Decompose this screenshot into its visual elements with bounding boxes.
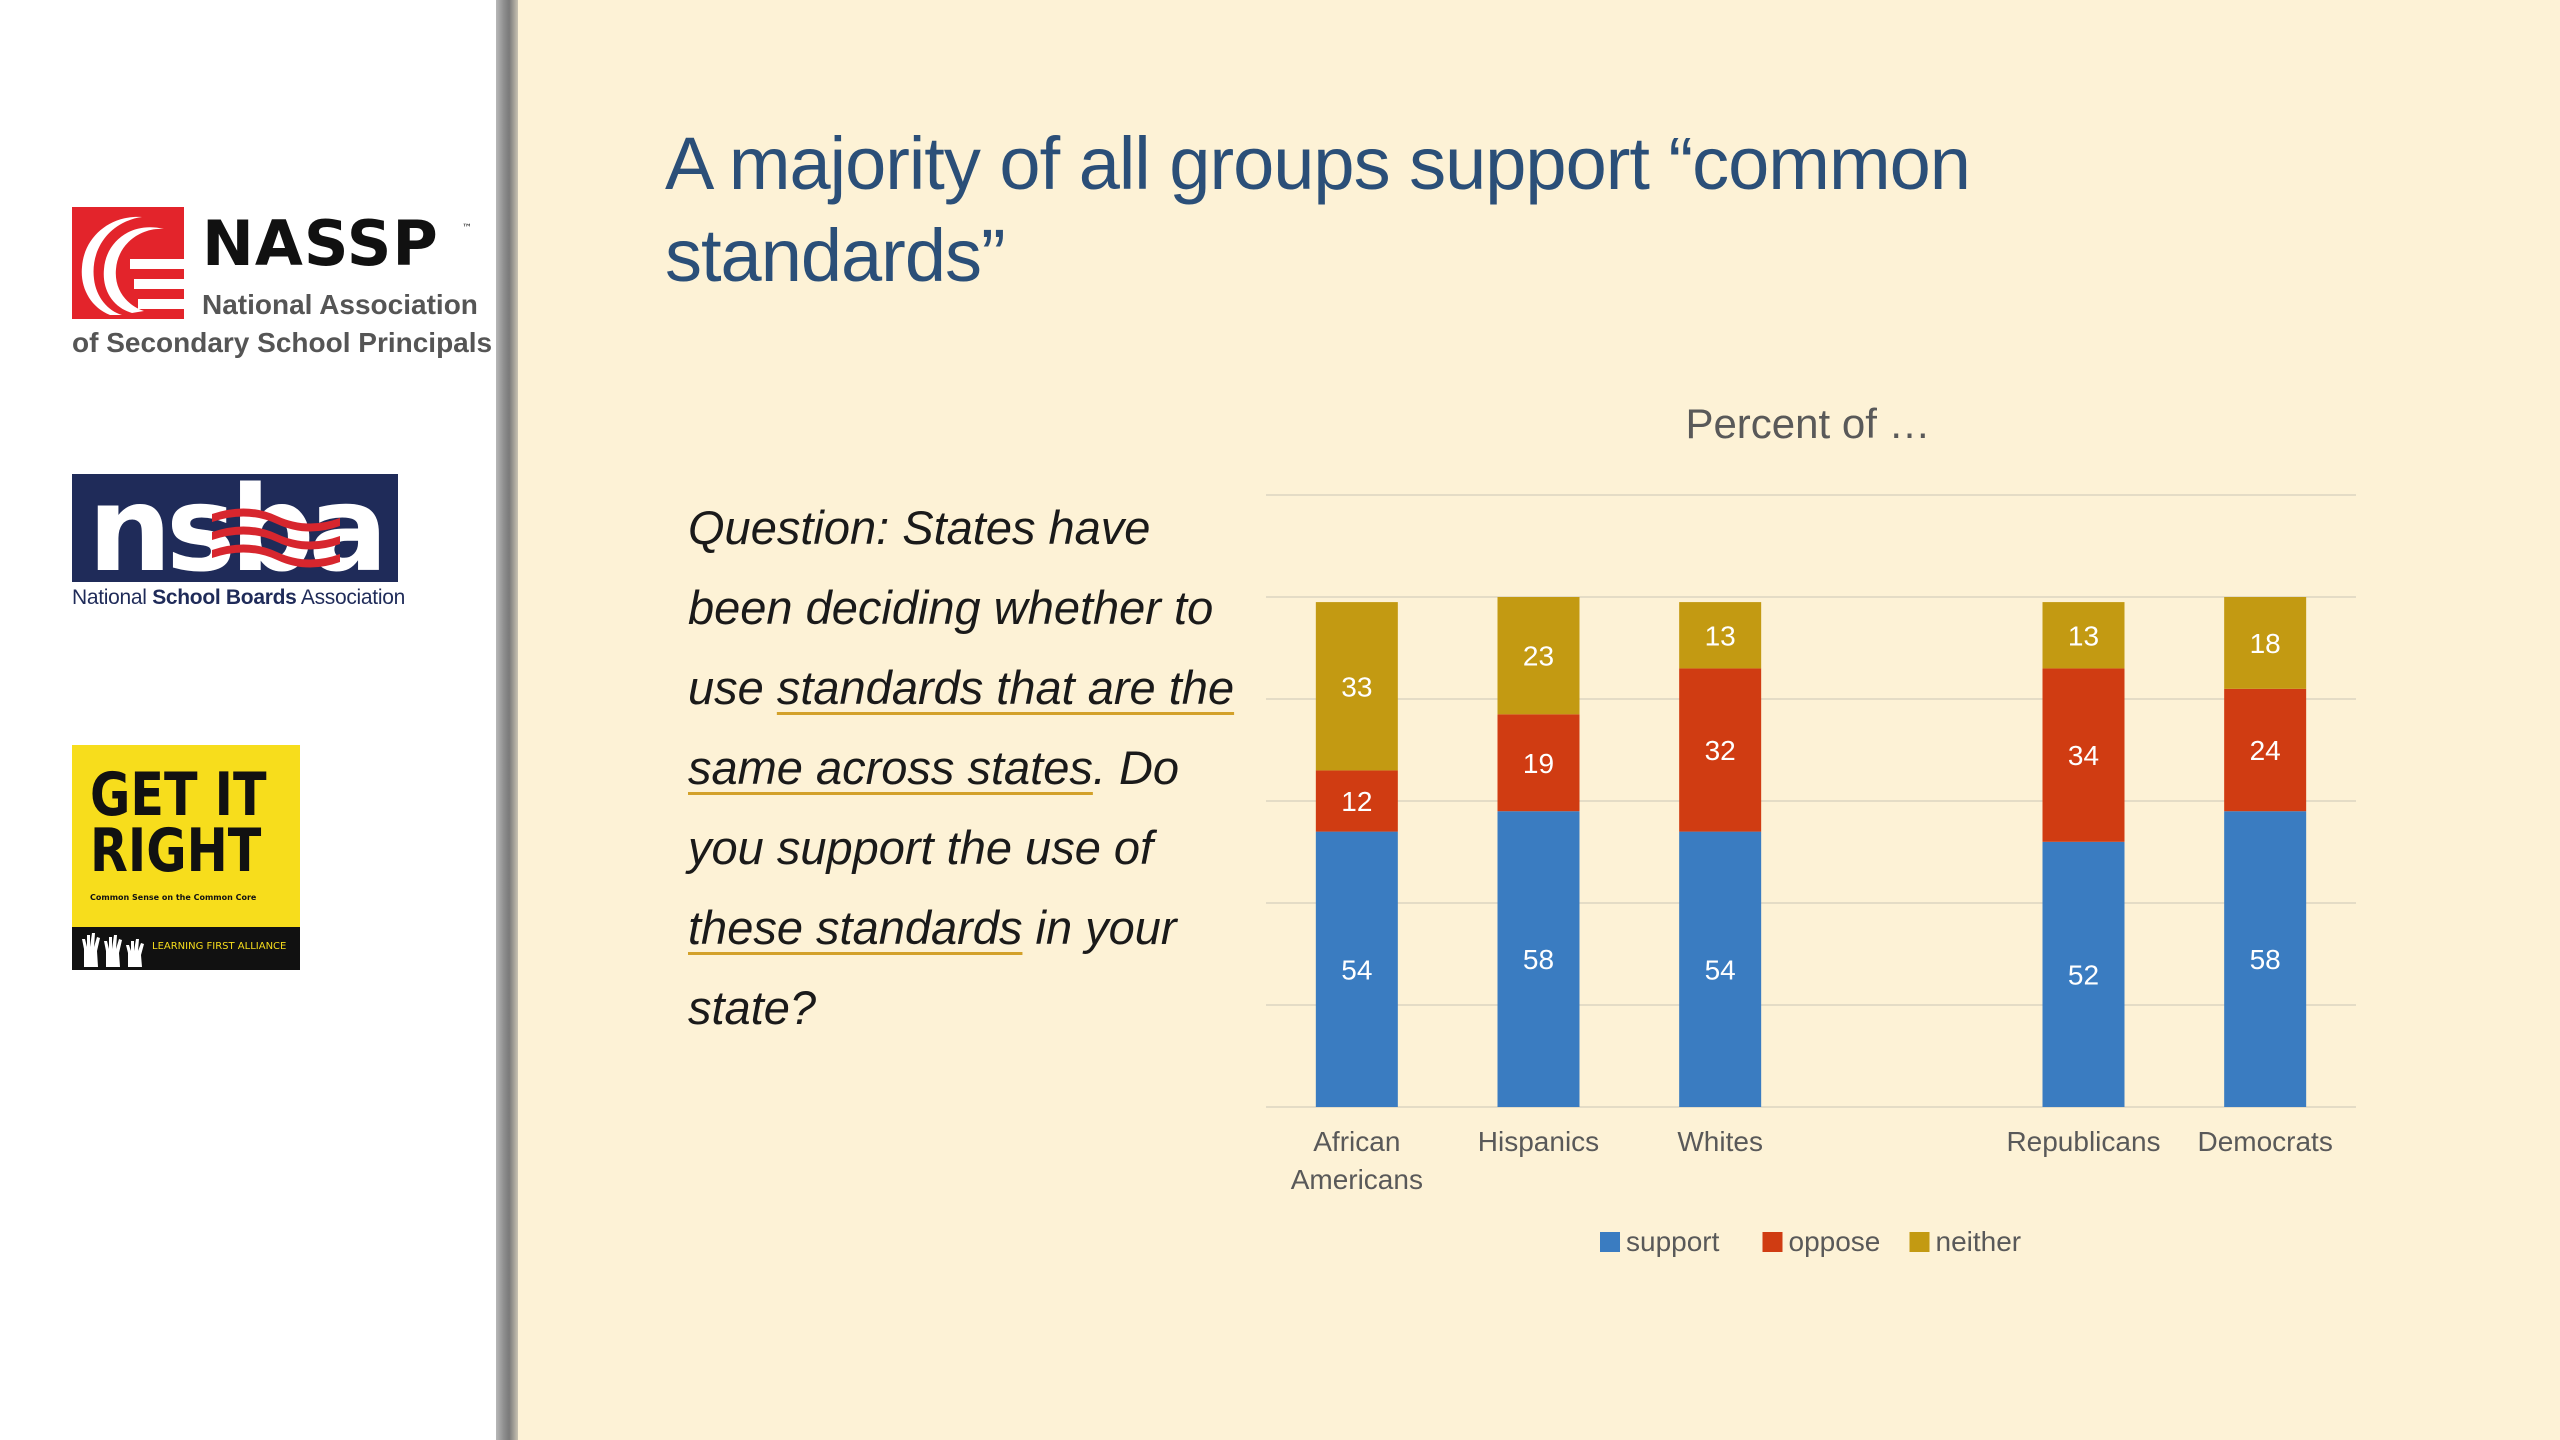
bar-support: [2042, 841, 2125, 1107]
nassp-subtitle-line1: National Association: [202, 289, 478, 320]
survey-question: Question: States have been deciding whet…: [688, 488, 1248, 1048]
slide-title: A majority of all groups support “common…: [665, 122, 1971, 297]
data-label: 54: [1705, 954, 1736, 985]
nassp-logo: NASSP ™ National Association of Secondar…: [72, 205, 492, 365]
bar-oppose: [1679, 668, 1762, 832]
data-label: 18: [2250, 628, 2281, 659]
nsba-caption-pre: National: [72, 586, 153, 609]
legend-swatch-oppose: [1762, 1232, 1783, 1252]
bar-neither: [1679, 602, 1762, 669]
bar-support: [1679, 831, 1762, 1107]
nsba-flag-wordmark-icon: nsba: [72, 474, 398, 582]
x-tick-label: Americans: [1291, 1164, 1423, 1195]
nassp-logo-mark-icon: [72, 207, 184, 319]
nsba-caption-post: Association: [296, 586, 405, 609]
data-label: 12: [1341, 786, 1372, 817]
data-label: 34: [2068, 740, 2099, 771]
bar-neither: [2042, 602, 2125, 669]
x-tick-label: Whites: [1677, 1126, 1763, 1157]
x-tick-label: Republicans: [2006, 1126, 2160, 1157]
chart-bars: [1315, 597, 2307, 1107]
data-label: 33: [1341, 671, 1372, 702]
chart-legend: support oppose neither: [1600, 1226, 2021, 1257]
legend-swatch-neither: [1909, 1232, 1930, 1252]
nassp-subtitle-line2: of Secondary School Principals: [72, 327, 493, 358]
data-label: 23: [1523, 641, 1554, 672]
data-label: 13: [2068, 620, 2099, 651]
get-it-right-logo: GET IT RIGHT Common Sense on the Common …: [72, 745, 300, 970]
chart-x-axis: African Americans Hispanics Whites Republica…: [1291, 1126, 2333, 1195]
stacked-bar-chart: Percent of … 54 12 33 58 19 23 54 32 13 52 34 13 58 2…: [1266, 400, 2356, 1257]
x-tick-label: African: [1313, 1126, 1400, 1157]
bar-support: [2224, 811, 2307, 1107]
legend-swatch-support: [1600, 1232, 1620, 1252]
nassp-trademark: ™: [462, 223, 472, 234]
data-label: 58: [1523, 944, 1554, 975]
x-tick-label: Hispanics: [1478, 1126, 1599, 1157]
bar-oppose: [2224, 688, 2307, 812]
get-it-right-title: GET IT RIGHT: [90, 760, 267, 886]
nsba-logo: nsba National School Boards Association: [72, 474, 412, 624]
get-it-right-footer-text: LEARNING FIRST ALLIANCE: [152, 941, 287, 952]
chart-gridlines: [1266, 494, 2356, 1108]
data-label: 19: [1523, 748, 1554, 779]
nsba-caption: National School Boards Association: [72, 586, 405, 610]
nassp-wordmark: NASSP: [202, 207, 439, 280]
data-label: 13: [1705, 620, 1736, 651]
bar-support: [1315, 831, 1398, 1107]
legend-label: support: [1626, 1226, 1720, 1257]
bar-neither: [1497, 597, 1580, 715]
raised-hands-icon: [82, 933, 144, 967]
data-label: 24: [2250, 735, 2281, 766]
question-underlined-1: standards that are the same across state…: [688, 661, 1235, 794]
data-label: 58: [2250, 944, 2281, 975]
bar-support: [1497, 811, 1580, 1107]
question-text-3: in your state?: [688, 901, 1177, 1034]
bar-oppose: [2042, 668, 2125, 842]
data-label: 54: [1341, 954, 1372, 985]
sidebar-divider: [496, 0, 518, 1440]
bar-neither: [2224, 597, 2307, 689]
chart-data-labels: 54 12 33 58 19 23 54 32 13 52 34 13 58 24 18: [1341, 620, 2280, 990]
question-text-2: . Do you support the use of: [688, 741, 1180, 874]
bar-oppose: [1497, 714, 1580, 812]
logo-sidebar: NASSP ™ National Association of Secondar…: [0, 0, 500, 1440]
legend-label: neither: [1936, 1226, 2022, 1257]
question-underlined-2: these standards: [688, 901, 1023, 954]
bar-oppose: [1315, 770, 1398, 832]
question-text-1: Question: States have been deciding whet…: [688, 501, 1214, 714]
x-tick-label: Democrats: [2197, 1126, 2332, 1157]
legend-label: oppose: [1789, 1226, 1881, 1257]
chart-title: Percent of …: [1685, 400, 1930, 447]
get-it-right-subtitle: Common Sense on the Common Core: [90, 893, 257, 902]
bar-neither: [1315, 602, 1398, 771]
nsba-caption-bold: School Boards: [152, 586, 297, 609]
data-label: 52: [2068, 959, 2099, 990]
data-label: 32: [1705, 735, 1736, 766]
